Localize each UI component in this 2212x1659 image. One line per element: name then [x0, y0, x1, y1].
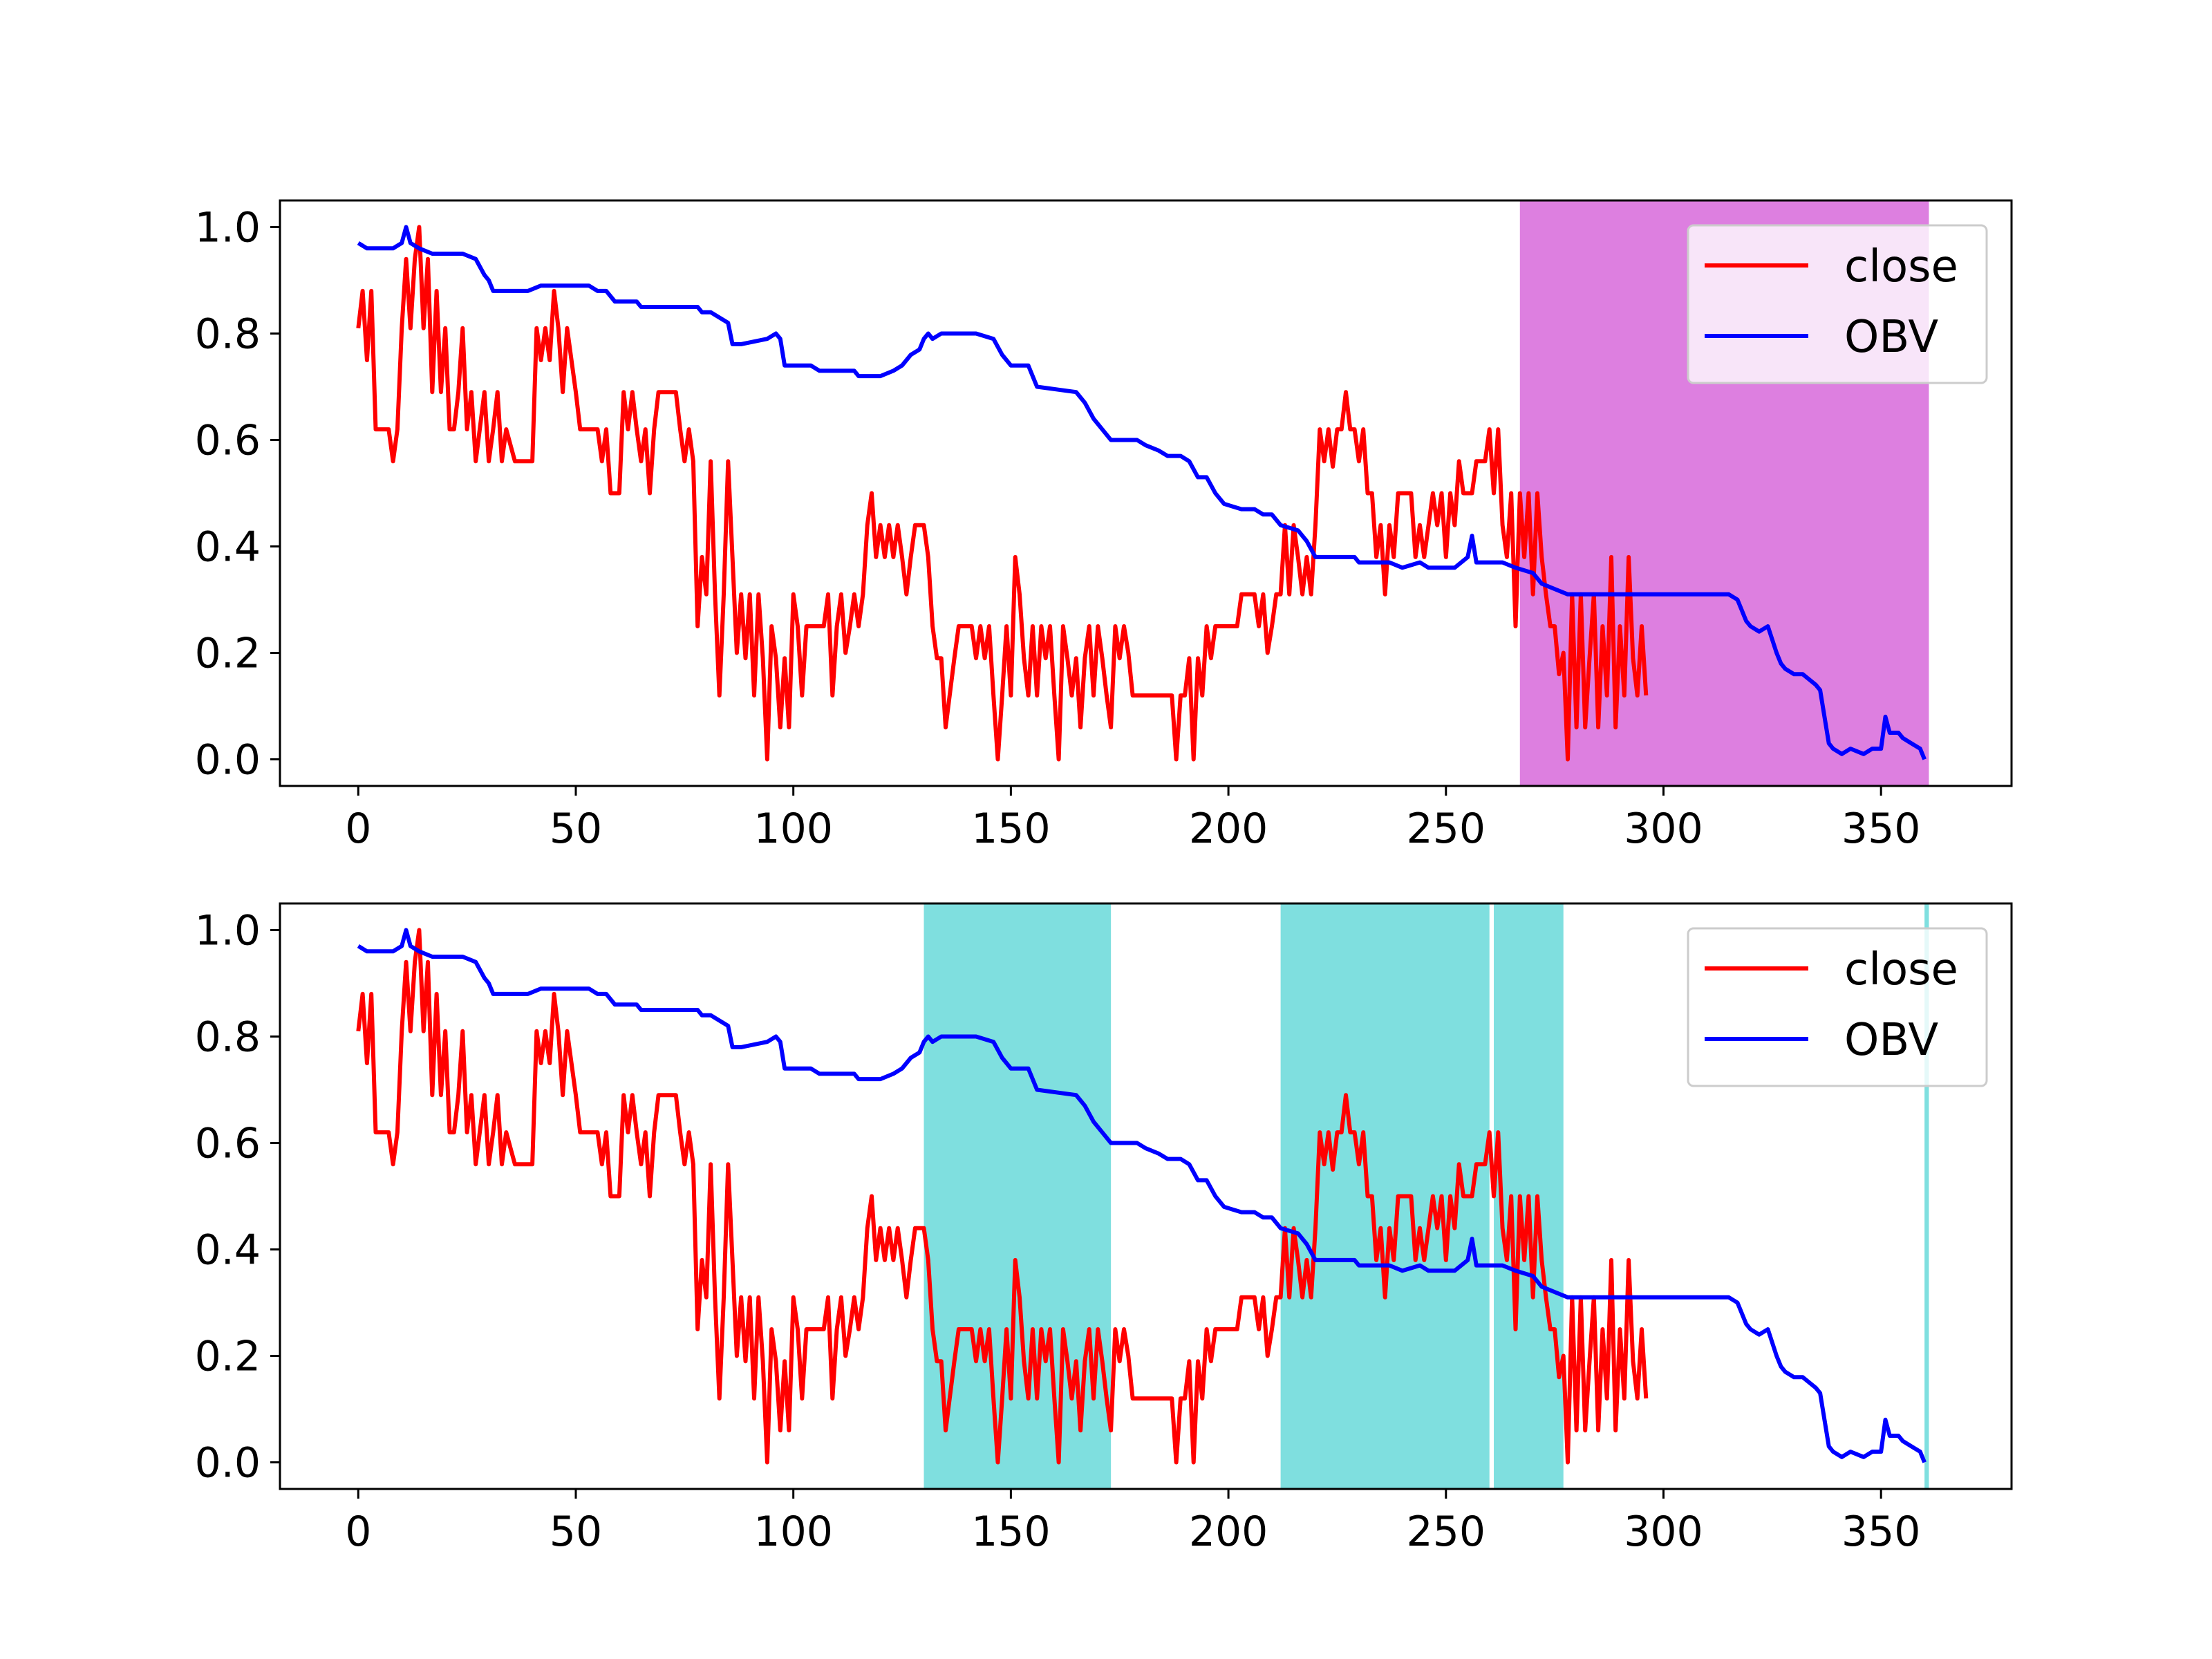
- legend: close OBV: [1687, 927, 1988, 1087]
- series-line-obv: [357, 928, 1927, 1463]
- series-line-obv: [357, 225, 1927, 760]
- series-line-close: [356, 928, 1649, 1465]
- x-tick-label: 50: [550, 1508, 602, 1556]
- x-tick-label: 350: [1841, 1508, 1921, 1556]
- axes-frame: [279, 199, 2013, 787]
- legend-label-obv: OBV: [1844, 1015, 1938, 1066]
- y-tick-label: 0.8: [195, 1013, 261, 1062]
- legend-label-close: close: [1844, 241, 1958, 292]
- y-tick-label: 0.2: [195, 1333, 261, 1381]
- highlight-span-4: [1924, 903, 1929, 1489]
- x-tick-label: 50: [550, 805, 602, 853]
- y-tick-label: 0.0: [195, 1439, 261, 1488]
- legend: close OBV: [1687, 224, 1988, 384]
- x-tick-label: 150: [971, 1508, 1051, 1556]
- x-tick-label: 250: [1407, 1508, 1486, 1556]
- x-tick-label: 100: [753, 1508, 833, 1556]
- y-tick-label: 0.8: [195, 310, 261, 359]
- x-tick-label: 250: [1407, 805, 1486, 853]
- y-tick-label: 0.2: [195, 630, 261, 678]
- x-tick-label: 100: [753, 805, 833, 853]
- bottom-chart-panel: 0 50 100 150 200 250 300 350 0.0 0.2 0.4 0.6 0.8 1.0 c…: [195, 902, 2013, 1556]
- y-tick-label: 0.6: [195, 417, 261, 465]
- x-tick-label: 200: [1189, 805, 1268, 853]
- plot-area: [356, 928, 1927, 1465]
- legend-label-close: close: [1844, 944, 1958, 995]
- y-tick-label: 1.0: [195, 907, 261, 955]
- x-tick-label: 300: [1624, 805, 1703, 853]
- y-tick-label: 1.0: [195, 204, 261, 252]
- x-tick-label: 0: [345, 805, 371, 853]
- series-line-close: [356, 225, 1649, 762]
- x-tick-label: 300: [1624, 1508, 1703, 1556]
- y-tick-label: 0.6: [195, 1120, 261, 1168]
- y-tick-label: 0.4: [195, 1226, 261, 1275]
- x-tick-label: 200: [1189, 1508, 1268, 1556]
- x-tick-label: 350: [1841, 805, 1921, 853]
- axes-frame: [279, 902, 2013, 1490]
- y-tick-label: 0.0: [195, 736, 261, 785]
- plot-area: [356, 225, 1927, 762]
- x-tick-label: 0: [345, 1508, 371, 1556]
- y-tick-label: 0.4: [195, 523, 261, 572]
- x-tick-label: 150: [971, 805, 1051, 853]
- top-chart-panel: 0 50 100 150 200 250 300 350 0.0 0.2 0.4 0.6 0.8 1.0 c…: [195, 199, 2013, 853]
- legend-label-obv: OBV: [1844, 312, 1938, 363]
